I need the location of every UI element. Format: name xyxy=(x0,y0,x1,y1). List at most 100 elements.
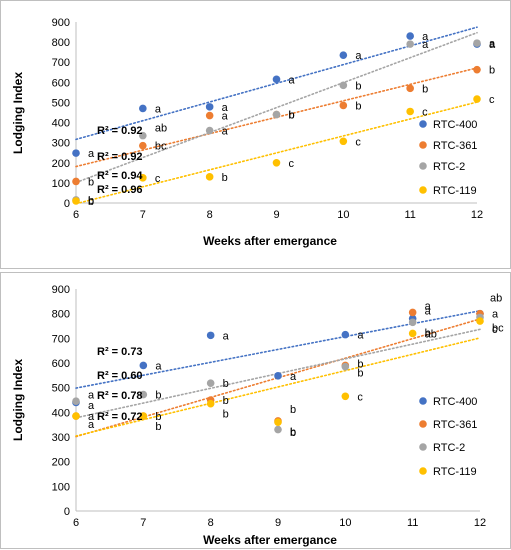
data-point-rtc-2 xyxy=(408,318,417,327)
x-tick-label: 8 xyxy=(208,517,214,529)
significance-letter: c xyxy=(355,136,361,148)
data-point-rtc-2 xyxy=(341,362,350,371)
y-tick-label: 900 xyxy=(52,17,70,29)
significance-letter: bc xyxy=(155,141,167,153)
significance-letter: b xyxy=(290,427,296,439)
x-tick-label: 12 xyxy=(471,209,483,221)
data-point-rtc-119 xyxy=(274,418,282,426)
y-tick-label: 0 xyxy=(64,198,70,210)
significance-letter: a xyxy=(88,148,95,160)
significance-letter: a xyxy=(88,411,95,423)
trendline-rtc-400 xyxy=(75,309,481,389)
significance-letter: ab xyxy=(155,123,167,135)
data-point-rtc-400 xyxy=(272,75,281,84)
legend-marker-rtc-400 xyxy=(419,397,427,405)
significance-letter: ab xyxy=(425,328,437,340)
data-point-rtc-119 xyxy=(476,317,484,325)
significance-letter: b xyxy=(155,421,161,433)
significance-letter: a xyxy=(155,360,162,372)
data-point-rtc-2 xyxy=(339,81,348,90)
significance-letter: b xyxy=(222,172,228,184)
x-tick-label: 6 xyxy=(73,517,79,529)
y-axis-title: Lodging Index xyxy=(11,359,25,441)
significance-letter: ab xyxy=(490,293,502,305)
y-tick-label: 800 xyxy=(52,37,70,49)
x-tick-label: 7 xyxy=(140,209,146,221)
significance-letter: b xyxy=(422,83,428,95)
significance-letter: b xyxy=(290,404,296,416)
data-point-rtc-2 xyxy=(205,126,214,135)
significance-letter: a xyxy=(222,126,229,138)
x-tick-label: 8 xyxy=(207,209,213,221)
significance-letter: b xyxy=(289,110,295,122)
panel-border xyxy=(0,272,511,549)
y-tick-label: 700 xyxy=(52,333,70,345)
data-point-rtc-361 xyxy=(473,65,481,74)
significance-letter: b xyxy=(489,65,495,77)
legend-marker-rtc-361 xyxy=(419,141,427,149)
significance-letter: a xyxy=(289,74,296,86)
legend-marker-rtc-2 xyxy=(419,162,427,170)
significance-letter: a xyxy=(422,39,429,51)
significance-letter: b xyxy=(289,110,295,122)
data-point-rtc-119 xyxy=(72,197,80,205)
r2-label-rtc-119: R² = 0.96 xyxy=(97,184,143,196)
r2-label-rtc-119: R² = 0.72 xyxy=(97,411,143,423)
significance-letter: a xyxy=(355,50,362,62)
data-point-rtc-119 xyxy=(206,399,215,408)
significance-letter: b xyxy=(88,195,94,207)
significance-letter: b xyxy=(155,390,161,402)
r2-label-rtc-400: R² = 0.92 xyxy=(97,125,143,137)
data-point-rtc-2 xyxy=(272,110,281,119)
x-tick-label: 11 xyxy=(407,517,418,529)
significance-letter: b xyxy=(223,378,229,390)
significance-letter: a xyxy=(88,400,95,412)
significance-letter: a xyxy=(492,309,499,321)
data-point-rtc-400 xyxy=(274,372,282,380)
chart-panel-bottom: 0 100 200 300 400 500 600 700 800 900 6 7 8 9 10 11 12 We… xyxy=(0,272,511,549)
y-tick-label: 300 xyxy=(52,432,70,444)
y-tick-label: 800 xyxy=(52,309,70,321)
significance-letter: b xyxy=(355,80,361,92)
data-point-rtc-361 xyxy=(139,141,147,150)
x-tick-label: 11 xyxy=(404,209,415,221)
data-point-rtc-119 xyxy=(473,95,481,103)
data-point-rtc-2 xyxy=(139,390,148,399)
legend-marker-rtc-400 xyxy=(419,120,427,128)
data-point-rtc-400 xyxy=(341,330,350,339)
significance-letter: bc xyxy=(492,322,504,334)
y-tick-label: 100 xyxy=(52,178,70,190)
data-point-rtc-361 xyxy=(205,111,214,120)
y-tick-label: 700 xyxy=(52,57,70,69)
r2-label-rtc-361: R² = 0.60 xyxy=(97,370,143,382)
legend-label-rtc-119: RTC-119 xyxy=(433,466,477,478)
significance-letter: c xyxy=(289,158,295,170)
x-tick-label: 12 xyxy=(474,517,486,529)
data-point-rtc-119 xyxy=(272,158,281,167)
legend-label-rtc-2: RTC-2 xyxy=(433,161,465,173)
data-point-rtc-2 xyxy=(473,39,481,47)
data-point-rtc-400 xyxy=(72,149,80,157)
trendline-rtc-400 xyxy=(75,26,478,141)
trendline-rtc-119 xyxy=(75,101,478,205)
data-point-rtc-2 xyxy=(206,379,215,388)
y-tick-label: 200 xyxy=(52,457,70,469)
legend-label-rtc-361: RTC-361 xyxy=(433,140,477,152)
significance-letter: b xyxy=(223,395,229,407)
data-point-rtc-119 xyxy=(139,412,148,420)
data-point-rtc-400 xyxy=(139,361,148,370)
data-point-rtc-119 xyxy=(408,329,417,338)
significance-letter: a xyxy=(489,39,496,51)
data-point-rtc-119 xyxy=(139,174,147,182)
significance-letter: c xyxy=(357,391,363,403)
significance-letter: a xyxy=(222,102,229,114)
significance-letter: a xyxy=(357,330,364,342)
r2-label-rtc-361: R² = 0.92 xyxy=(97,151,143,163)
y-tick-label: 400 xyxy=(52,407,70,419)
significance-letter: b xyxy=(88,176,94,188)
x-tick-label: 10 xyxy=(337,209,349,221)
x-axis-title: Weeks after emergance xyxy=(203,533,337,547)
significance-letter: a xyxy=(425,300,432,312)
trendline-rtc-2 xyxy=(75,328,481,419)
legend-label-rtc-361: RTC-361 xyxy=(433,419,477,431)
